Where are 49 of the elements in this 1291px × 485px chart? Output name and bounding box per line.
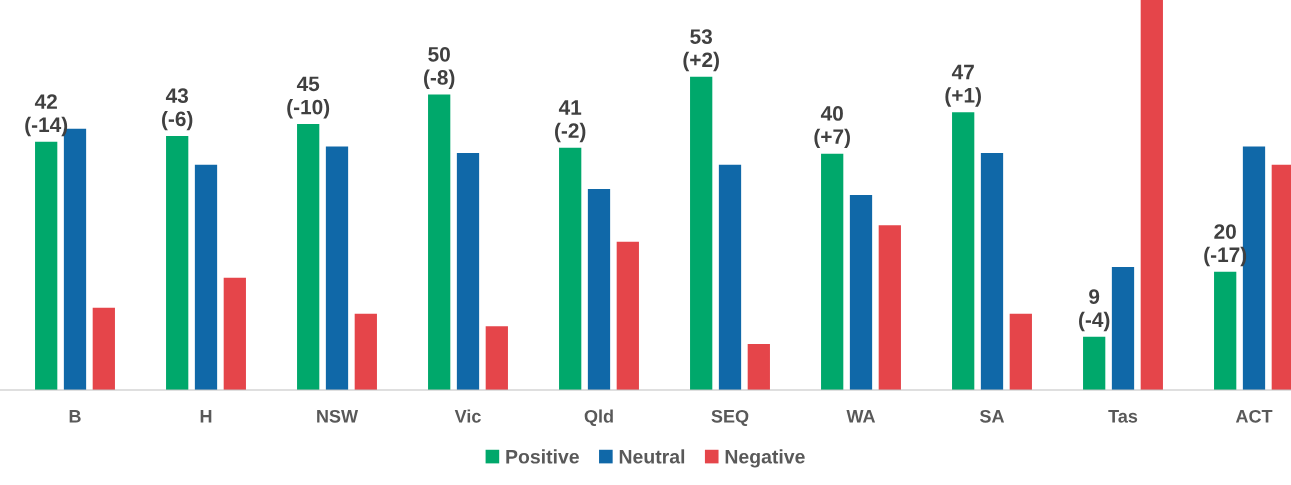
x-tick-label: H: [200, 410, 212, 423]
bar: [1111, 267, 1135, 390]
bar: [325, 146, 349, 390]
x-tick-label: WA: [846, 410, 876, 423]
x-tick-label: B: [69, 410, 81, 423]
legend-label: Neutral: [619, 449, 685, 464]
bar: [849, 195, 873, 390]
bar: [1140, 0, 1163, 390]
bar: [718, 164, 742, 390]
x-tick-label: ACT: [1235, 409, 1273, 423]
data-label: 41 (-2): [555, 100, 586, 143]
bar: [456, 153, 480, 390]
bar: [354, 313, 377, 390]
bar: [690, 76, 713, 390]
bar: [559, 147, 582, 390]
x-tick-label: Tas: [1108, 410, 1138, 423]
data-label: 42 (-14): [25, 94, 68, 137]
legend-label: Positive: [506, 449, 579, 464]
bar: [616, 241, 639, 390]
x-tick-label: NSW: [317, 409, 359, 423]
bar: [297, 124, 320, 390]
data-label: 9 (-4): [1079, 289, 1110, 332]
x-tick-label: SEQ: [711, 409, 749, 427]
bar: [428, 94, 451, 390]
bar: [194, 164, 218, 390]
data-label: 50 (-8): [424, 46, 455, 89]
bar: [747, 343, 770, 390]
x-tick-label: Vic: [454, 409, 481, 423]
bar: [1214, 271, 1237, 390]
x-tick-label: SA: [979, 409, 1005, 423]
data-label: 40 (+7): [814, 106, 850, 149]
bar: [878, 225, 901, 390]
bar: [952, 112, 975, 390]
data-label: 47 (+1): [945, 64, 981, 107]
bar: [223, 277, 246, 390]
bar: [587, 189, 611, 390]
bar: [1009, 313, 1032, 390]
bar: [92, 307, 115, 390]
bar: [821, 153, 844, 390]
x-tick-label: Qld: [584, 409, 613, 427]
bar: [980, 153, 1004, 390]
bar: [166, 135, 189, 390]
bar: [35, 141, 58, 390]
data-label: 43 (-6): [162, 88, 193, 131]
data-label: 45 (-10): [287, 76, 330, 119]
legend-label: Negative: [725, 449, 805, 468]
data-label: 53 (+2): [683, 29, 719, 72]
bar: [1083, 336, 1106, 390]
bar: [485, 326, 508, 390]
